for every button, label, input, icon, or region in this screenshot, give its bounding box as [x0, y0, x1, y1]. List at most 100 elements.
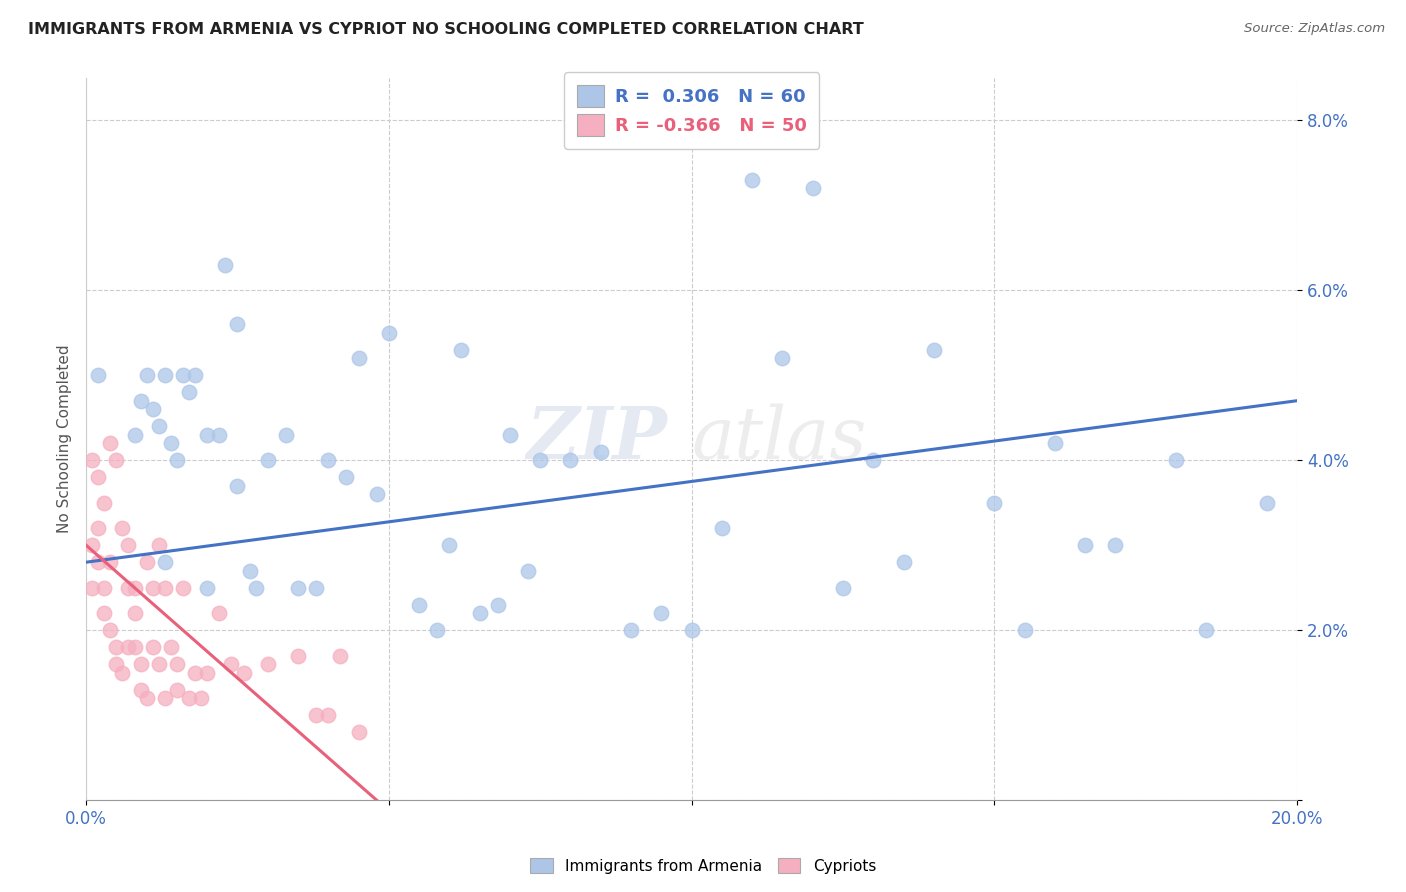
Point [316, 708, 339, 723]
Point [450, 343, 472, 357]
Point [208, 427, 231, 442]
Point [378, 326, 401, 340]
Point [111, 665, 134, 680]
Y-axis label: No Schooling Completed: No Schooling Completed [58, 344, 72, 533]
Text: atlas: atlas [692, 404, 868, 475]
Point [801, 181, 824, 195]
Point [135, 368, 157, 383]
Point [517, 564, 540, 578]
Point [184, 665, 207, 680]
Text: ZIP: ZIP [526, 403, 668, 475]
Point [499, 427, 522, 442]
Point [111, 521, 134, 535]
Point [238, 564, 260, 578]
Point [232, 665, 254, 680]
Point [87, 555, 110, 569]
Point [166, 682, 188, 697]
Point [93, 496, 115, 510]
Point [335, 470, 357, 484]
Point [105, 657, 128, 672]
Point [177, 691, 200, 706]
Point [316, 453, 339, 467]
Point [366, 487, 388, 501]
Point [142, 640, 165, 655]
Legend: R =  0.306   N = 60, R = -0.366   N = 50: R = 0.306 N = 60, R = -0.366 N = 50 [564, 72, 820, 149]
Point [177, 385, 200, 400]
Point [1043, 436, 1066, 450]
Point [208, 606, 231, 620]
Point [153, 691, 176, 706]
Point [105, 640, 128, 655]
Point [117, 581, 139, 595]
Point [529, 453, 551, 467]
Point [129, 682, 152, 697]
Point [105, 453, 128, 467]
Point [160, 436, 183, 450]
Point [893, 555, 915, 569]
Point [620, 624, 643, 638]
Point [195, 665, 218, 680]
Point [98, 436, 121, 450]
Point [172, 581, 194, 595]
Point [287, 648, 309, 663]
Point [245, 581, 267, 595]
Point [226, 479, 249, 493]
Point [287, 581, 309, 595]
Point [87, 368, 110, 383]
Point [166, 453, 188, 467]
Point [172, 368, 194, 383]
Point [124, 640, 146, 655]
Point [82, 453, 104, 467]
Point [589, 444, 612, 458]
Point [153, 581, 176, 595]
Point [347, 725, 370, 739]
Point [408, 598, 430, 612]
Point [195, 427, 218, 442]
Point [82, 538, 104, 552]
Point [1256, 496, 1278, 510]
Point [98, 555, 121, 569]
Point [741, 172, 763, 186]
Point [486, 598, 509, 612]
Point [184, 368, 207, 383]
Point [142, 581, 165, 595]
Point [256, 453, 278, 467]
Point [305, 708, 328, 723]
Point [93, 606, 115, 620]
Point [681, 624, 703, 638]
Point [1104, 538, 1126, 552]
Point [862, 453, 884, 467]
Point [190, 691, 212, 706]
Point [426, 624, 449, 638]
Point [142, 402, 165, 417]
Point [274, 427, 297, 442]
Point [148, 657, 170, 672]
Point [305, 581, 328, 595]
Point [148, 538, 170, 552]
Point [468, 606, 491, 620]
Point [226, 317, 249, 331]
Point [124, 581, 146, 595]
Point [117, 640, 139, 655]
Point [1164, 453, 1187, 467]
Point [214, 258, 236, 272]
Point [124, 427, 146, 442]
Point [1195, 624, 1218, 638]
Point [160, 640, 183, 655]
Point [347, 351, 370, 366]
Point [93, 581, 115, 595]
Point [87, 470, 110, 484]
Point [221, 657, 243, 672]
Point [832, 581, 855, 595]
Point [329, 648, 352, 663]
Point [1014, 624, 1036, 638]
Point [770, 351, 793, 366]
Point [135, 691, 157, 706]
Point [1074, 538, 1097, 552]
Point [129, 393, 152, 408]
Point [560, 453, 582, 467]
Point [98, 624, 121, 638]
Point [124, 606, 146, 620]
Point [922, 343, 945, 357]
Point [135, 555, 157, 569]
